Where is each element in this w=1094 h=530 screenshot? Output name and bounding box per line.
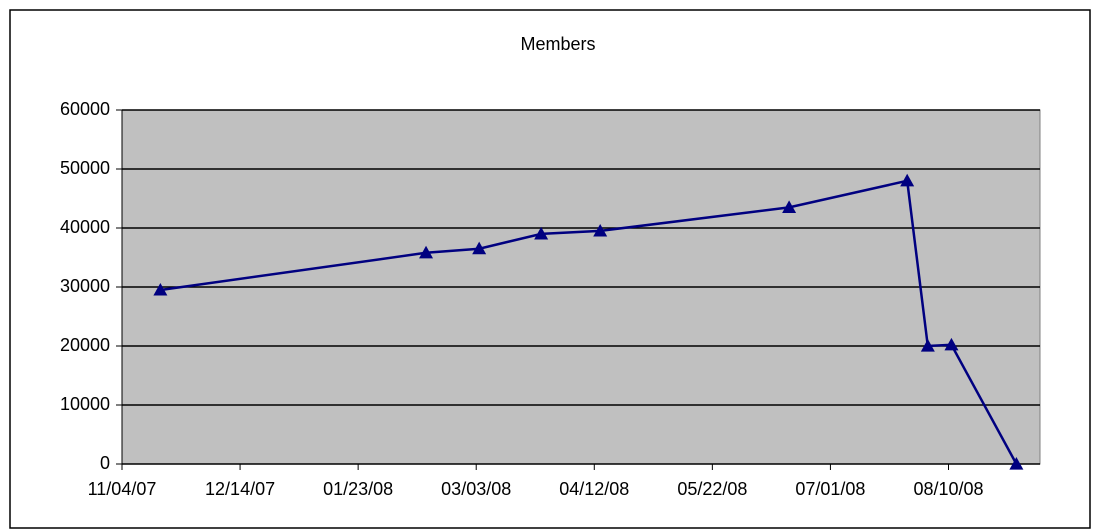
chart-title: Members: [520, 34, 595, 54]
y-tick-label: 50000: [60, 158, 110, 178]
data-marker: [593, 223, 608, 237]
data-marker: [1009, 457, 1024, 470]
y-tick-label: 60000: [60, 99, 110, 119]
y-tick-label: 40000: [60, 217, 110, 237]
x-tick-label: 03/03/08: [441, 479, 511, 499]
data-marker: [153, 282, 168, 296]
x-tick-label: 11/04/07: [88, 479, 157, 499]
data-line: [160, 179, 1018, 465]
y-tick-label: 10000: [60, 394, 110, 414]
x-tick-label: 05/22/08: [677, 479, 747, 499]
data-marker: [419, 245, 434, 259]
x-tick-label: 08/10/08: [913, 479, 983, 499]
y-tick-label: 20000: [60, 335, 110, 355]
data-marker: [534, 226, 549, 240]
data-marker: [900, 173, 915, 187]
data-marker: [920, 339, 935, 352]
x-tick-label: 01/23/08: [323, 479, 393, 499]
data-marker: [782, 200, 797, 213]
x-tick-label: 07/01/08: [795, 479, 865, 499]
y-tick-label: 30000: [60, 276, 110, 296]
data-marker: [472, 241, 487, 255]
data-marker: [944, 337, 959, 351]
y-tick-label: 0: [100, 453, 110, 473]
x-tick-label: 12/14/07: [205, 479, 275, 499]
x-tick-label: 04/12/08: [559, 479, 629, 499]
